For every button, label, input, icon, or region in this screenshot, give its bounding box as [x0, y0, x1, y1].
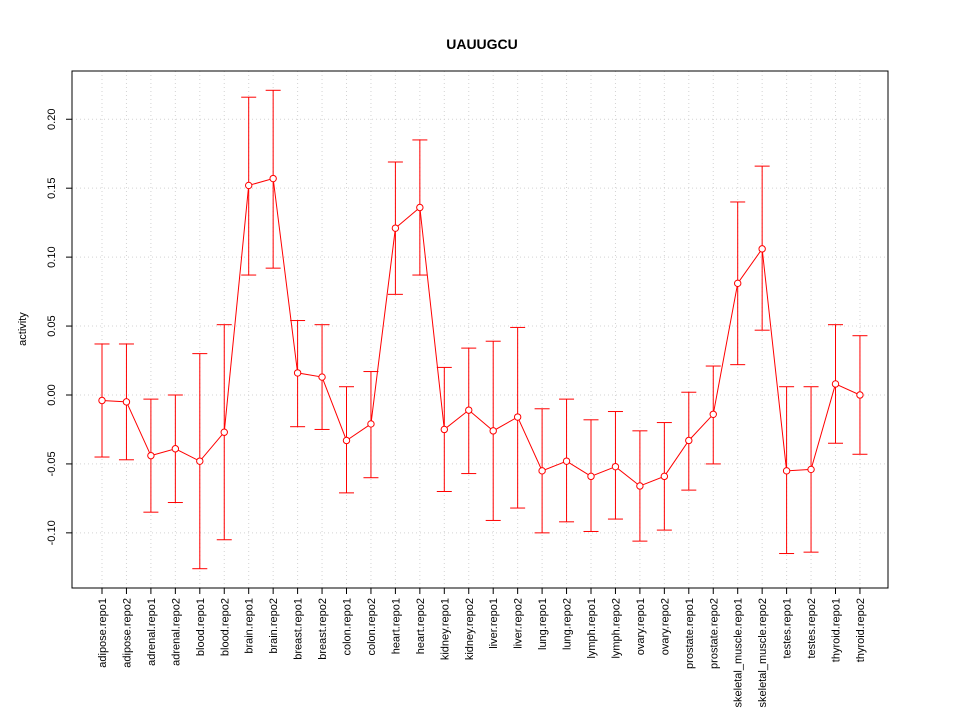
data-point [416, 203, 424, 212]
y-tick-label: 0.05 [46, 315, 58, 336]
y-tick-label: -0.05 [46, 451, 58, 476]
data-point [807, 465, 815, 474]
grid-lines [72, 71, 888, 588]
x-tick-label: brain.repo1 [244, 598, 256, 654]
data-point [269, 174, 277, 183]
x-tick-label: lung.repo2 [562, 598, 574, 650]
x-tick-label: lymph.repo2 [610, 598, 622, 659]
data-point [685, 436, 693, 445]
data-point [709, 410, 717, 418]
x-tick-label: prostate.repo2 [708, 598, 720, 669]
data-point [342, 436, 351, 445]
data-point [196, 457, 204, 465]
y-tick-label: 0.10 [46, 246, 58, 267]
series-line [101, 177, 861, 487]
data-point [660, 472, 669, 481]
data-point [293, 369, 302, 377]
x-tick-label: lung.repo1 [537, 598, 549, 650]
x-tick-label: liver.repo1 [488, 598, 500, 649]
data-point [318, 373, 326, 381]
x-tick-label: testes.repo2 [806, 598, 818, 659]
data-point [856, 391, 864, 399]
x-tick-label: skeletal_muscle.repo2 [757, 598, 769, 707]
x-tick-label: adrenal.repo1 [146, 598, 158, 666]
data-point [734, 279, 742, 288]
x-tick-label: heart.repo1 [390, 598, 402, 654]
x-tick-label: blood.repo2 [219, 598, 231, 656]
data-point [636, 482, 644, 490]
x-tick-label: colon.repo1 [342, 598, 354, 656]
data-point [98, 396, 106, 405]
data-point [122, 398, 131, 406]
x-tick-label: adipose.repo2 [121, 598, 133, 668]
data-point [391, 224, 400, 232]
x-tick-label: thyroid.repo2 [855, 598, 867, 662]
data-point [562, 457, 571, 465]
data-point [489, 427, 497, 435]
x-tick-label: ovary.repo2 [659, 598, 671, 655]
x-tick-label: skeletal_muscle.repo1 [733, 598, 745, 707]
data-point [245, 181, 253, 190]
x-tick-label: adipose.repo1 [97, 598, 109, 668]
plot-frame [71, 70, 889, 589]
data-point [831, 380, 840, 388]
data-point [587, 472, 595, 481]
data-point [220, 428, 228, 436]
x-tick-label: colon.repo2 [366, 598, 378, 656]
data-point [440, 425, 448, 434]
x-tick-label: testes.repo1 [782, 598, 794, 659]
data-point [465, 406, 473, 414]
y-axis-label: activity [17, 312, 29, 346]
data-point [758, 245, 766, 253]
y-tick-label: 0.00 [46, 384, 58, 405]
chart-title: UAUUGCU [446, 36, 518, 52]
x-tick-label: liver.repo2 [513, 598, 525, 649]
x-tick-label: ovary.repo1 [635, 598, 647, 655]
x-tick-label: heart.repo2 [415, 598, 427, 654]
x-tick-label: adrenal.repo2 [170, 598, 182, 666]
x-tick-label: blood.repo1 [195, 598, 207, 656]
data-point [147, 451, 155, 460]
x-tick-label: kidney.repo2 [464, 598, 476, 660]
data-point [782, 467, 791, 475]
y-tick-label: 0.20 [46, 109, 58, 130]
x-tick-label: brain.repo2 [268, 598, 280, 654]
x-tick-label: kidney.repo1 [439, 598, 451, 660]
data-point [611, 462, 620, 471]
x-tick-label: breast.repo2 [317, 598, 329, 660]
axes: -0.10 -0.05 0.00 0.05 0.10 0.15 0.20 adipose.re… [46, 109, 867, 708]
data-point [367, 420, 375, 428]
y-tick-label: -0.10 [46, 520, 58, 545]
data-point [171, 445, 180, 453]
x-tick-label: breast.repo1 [293, 598, 305, 660]
data-point [538, 467, 546, 475]
data-point [513, 413, 522, 421]
x-tick-label: thyroid.repo1 [831, 598, 843, 662]
x-tick-label: prostate.repo1 [684, 598, 696, 669]
data-series [94, 89, 868, 570]
y-tick-label: 0.15 [46, 177, 58, 198]
x-tick-label: lymph.repo1 [586, 598, 598, 659]
